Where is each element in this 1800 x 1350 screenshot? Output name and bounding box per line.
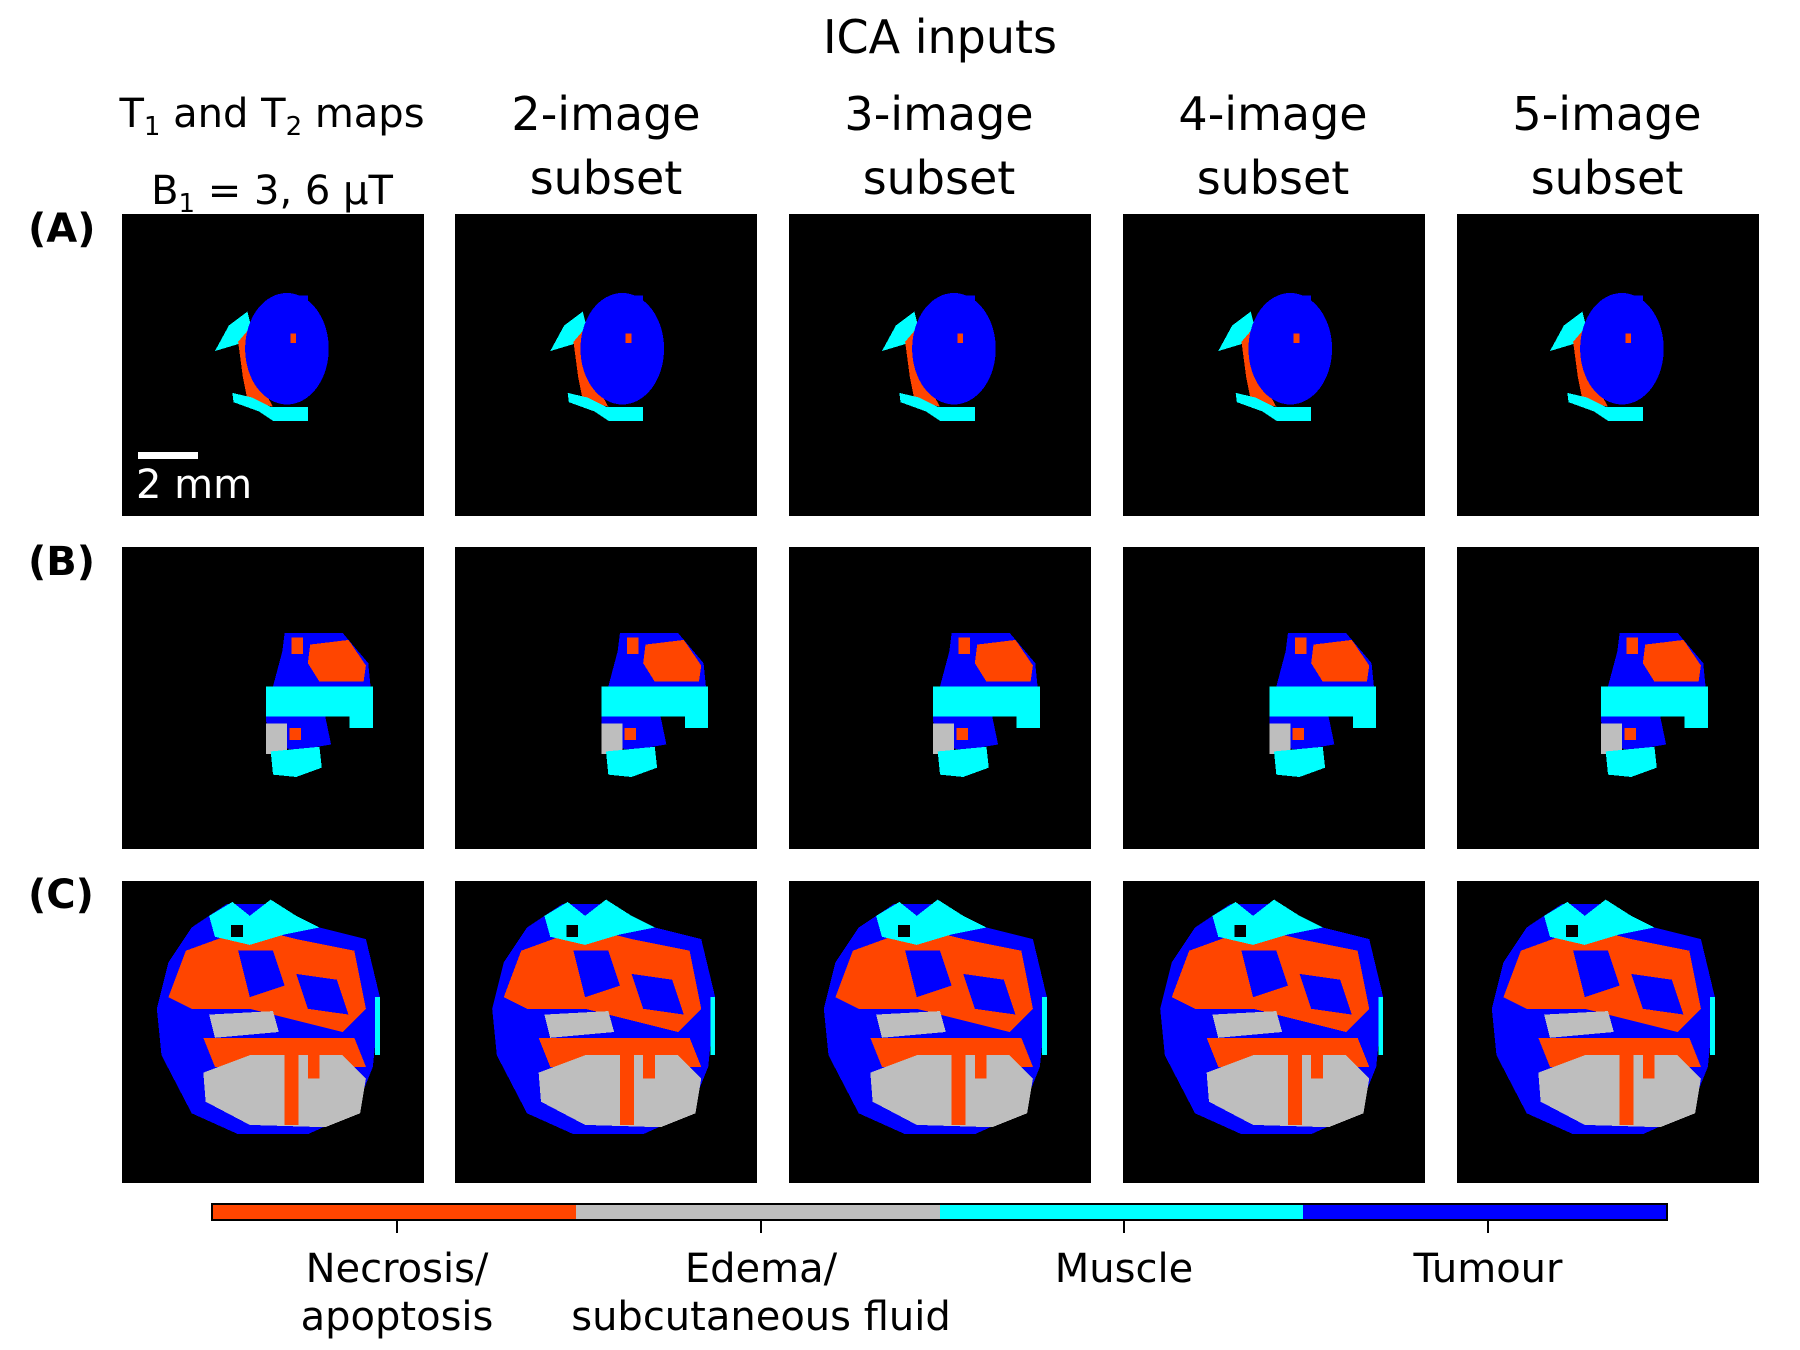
segmentation-image [550, 292, 665, 421]
header-text: and T [160, 91, 286, 137]
header-line: subset [529, 151, 683, 205]
colorbar [211, 1203, 1668, 1221]
label-line: Necrosis/ [305, 1246, 489, 1292]
header-text: = 3, 6 µT [195, 168, 393, 214]
segmentation-map-row-c-col-1 [122, 881, 424, 1183]
scale-bar-label: 2 mm [136, 462, 253, 508]
colorbar-segment-muscle [939, 1205, 1303, 1219]
column-header-4-image: 4-image subset [1108, 82, 1438, 210]
segmentation-map-row-c-col-4 [1123, 881, 1425, 1183]
column-header-5-image: 5-image subset [1442, 82, 1772, 210]
segmentation-image [823, 899, 1047, 1135]
subscript: 1 [178, 189, 196, 219]
segmentation-image [1160, 899, 1384, 1135]
header-text: B [151, 168, 179, 214]
colorbar-segment-necrosis [213, 1205, 577, 1219]
colorbar-label-necrosis: Necrosis/apoptosis [167, 1245, 627, 1341]
segmentation-image [156, 899, 380, 1135]
segmentation-map-row-a-col-2 [455, 214, 757, 516]
colorbar-label-muscle: Muscle [894, 1245, 1354, 1293]
figure-title: ICA inputs [822, 10, 1058, 64]
label-line: subcutaneous fluid [571, 1294, 951, 1340]
header-line: subset [1530, 151, 1684, 205]
segmentation-map-row-a-col-3 [789, 214, 1091, 516]
colorbar-tick [396, 1221, 398, 1233]
segmentation-image [933, 632, 1040, 777]
segmentation-map-row-b-col-2 [455, 547, 757, 849]
colorbar-tick [1123, 1221, 1125, 1233]
colorbar-tick [760, 1221, 762, 1233]
row-label-a: (A) [28, 206, 96, 252]
colorbar-segment-tumour [1302, 1205, 1666, 1219]
segmentation-map-row-c-col-2 [455, 881, 757, 1183]
segmentation-image [601, 632, 709, 777]
header-line: 5-image [1512, 87, 1702, 141]
header-line: subset [1196, 151, 1350, 205]
subscript: 1 [143, 112, 161, 142]
segmentation-map-row-a-col-5 [1457, 214, 1759, 516]
label-line: Edema/ [684, 1246, 838, 1292]
segmentation-map-row-a-col-4 [1123, 214, 1425, 516]
segmentation-image [1218, 292, 1333, 421]
segmentation-image [1549, 292, 1664, 421]
column-header-t1-t2-maps: T1 and T2 maps B1 = 3, 6 µT [107, 82, 437, 236]
segmentation-map-row-b-col-4 [1123, 547, 1425, 849]
header-line: subset [862, 151, 1016, 205]
segmentation-image [881, 292, 996, 421]
row-label-b: (B) [28, 539, 96, 585]
label-line: Tumour [1413, 1246, 1563, 1292]
header-text: maps [302, 91, 425, 137]
label-line: apoptosis [300, 1294, 494, 1340]
colorbar-label-tumour: Tumour [1258, 1245, 1718, 1293]
segmentation-image [492, 899, 716, 1135]
column-header-3-image: 3-image subset [774, 82, 1104, 210]
subscript: 2 [285, 112, 303, 142]
label-line: Muscle [1054, 1246, 1194, 1292]
colorbar-tick [1487, 1221, 1489, 1233]
header-line: 3-image [844, 87, 1034, 141]
segmentation-map-row-b-col-3 [789, 547, 1091, 849]
segmentation-image [1491, 899, 1715, 1135]
scale-bar [138, 452, 198, 459]
segmentation-map-row-a-col-1 [122, 214, 424, 516]
segmentation-image [266, 632, 373, 777]
segmentation-image [214, 292, 329, 421]
header-line: 2-image [511, 87, 701, 141]
segmentation-map-row-b-col-5 [1457, 547, 1759, 849]
header-line: 4-image [1178, 87, 1368, 141]
segmentation-map-row-c-col-5 [1457, 881, 1759, 1183]
segmentation-image [1601, 632, 1708, 777]
colorbar-segment-edema [576, 1205, 940, 1219]
column-header-2-image: 2-image subset [441, 82, 771, 210]
colorbar-label-edema: Edema/subcutaneous fluid [531, 1245, 991, 1341]
segmentation-map-row-b-col-1 [122, 547, 424, 849]
segmentation-map-row-c-col-3 [789, 881, 1091, 1183]
segmentation-image [1269, 632, 1377, 777]
header-text: T [119, 91, 144, 137]
row-label-c: (C) [28, 872, 94, 918]
